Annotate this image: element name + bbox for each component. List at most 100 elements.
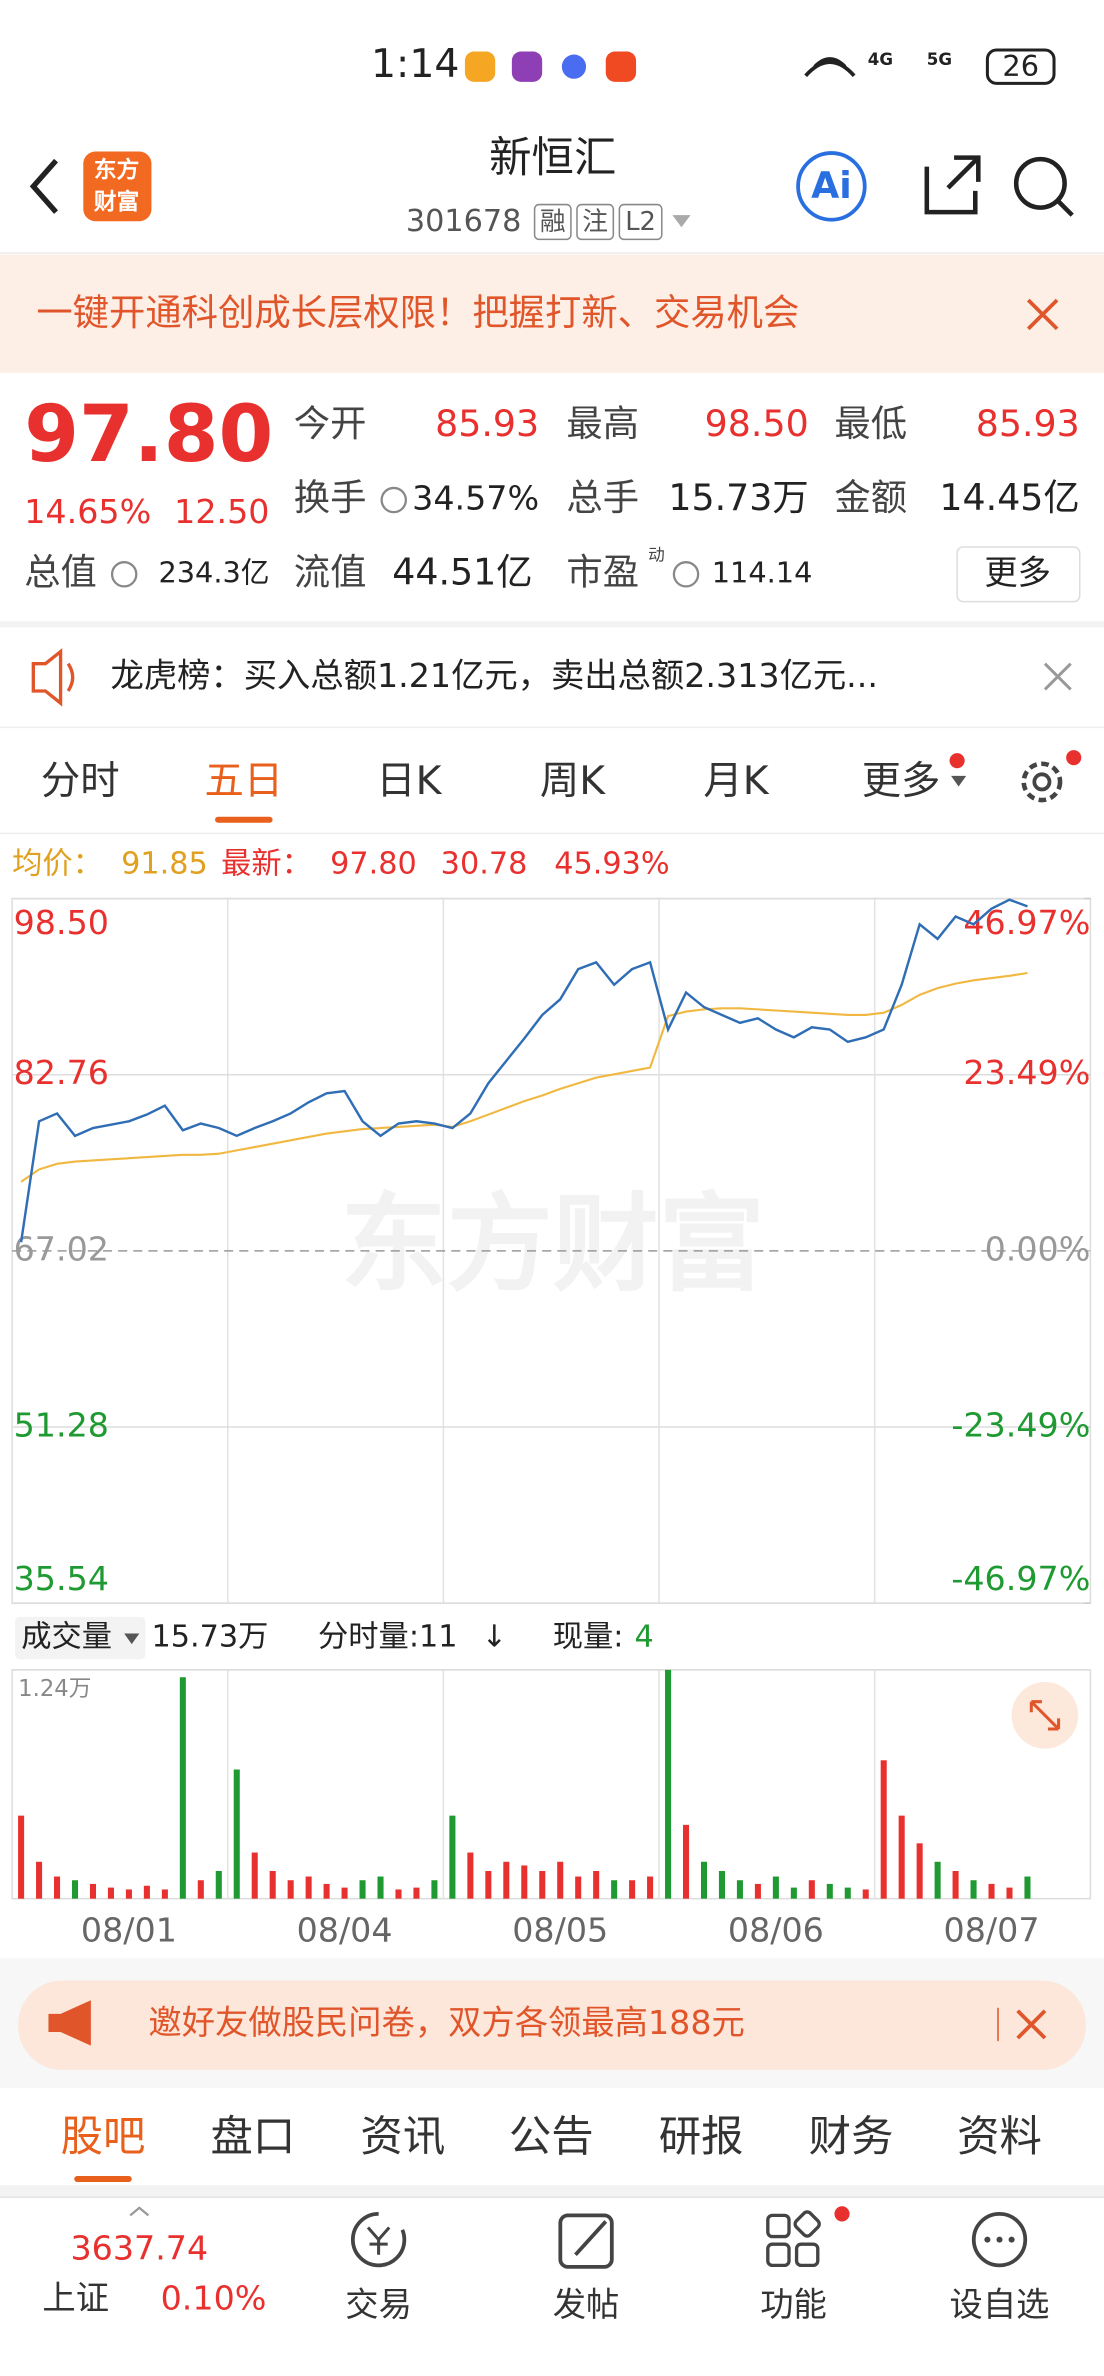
period-tab[interactable]: 五日 [204,758,283,804]
x-tick-label: 08/04 [297,1911,393,1950]
pe-mark: 动 [648,546,665,565]
banner-text[interactable]: 一键开通科创成长层权限！把握打新、交易机会 [36,291,799,334]
post-icon[interactable] [558,2213,614,2269]
close-button[interactable] [1043,662,1072,691]
more-button[interactable] [956,546,1081,603]
change-amount: 12.50 [174,492,269,531]
logo [83,151,152,222]
period-tab[interactable]: 更多 [862,758,941,804]
nav-item[interactable]: 功能 [760,2285,827,2324]
quote-value: 14.45亿 [939,476,1079,519]
volume-bar [682,1824,690,1899]
volume-bar [539,1870,546,1899]
badge [949,753,965,769]
volume-bar [970,1880,977,1899]
legend-value: 30.78 [441,847,528,882]
period-tab[interactable]: 日K [376,758,442,804]
search-button [1056,199,1074,217]
network-label: 4G [868,50,893,69]
volume-bar [161,1889,168,1899]
price-line [20,971,1028,1183]
index-name: 上证 [42,2279,109,2318]
info-icon[interactable] [380,486,407,514]
function-icon[interactable] [766,2213,791,2239]
volume-bar [89,1883,97,1899]
volume-bar [359,1880,366,1899]
nav-item[interactable]: 设自选 [950,2285,1050,2324]
quote-value: 15.73万 [668,476,808,519]
volume-label[interactable]: 成交量 [21,1620,112,1655]
y2-tick-label: 23.49% [963,1053,1090,1092]
section-tab[interactable]: 财务 [809,2113,894,2162]
ai-button[interactable] [796,151,867,222]
share-button[interactable] [924,155,981,215]
period-volume: 分时量:11 [318,1620,458,1655]
period-tab[interactable]: 月K [703,758,769,804]
status-time: 1:14 [371,41,459,87]
quote-label: 流值 [294,550,367,593]
back-button[interactable] [29,158,59,214]
promo-text[interactable]: 邀好友做股民问卷，双方各领最高188元 [148,2003,744,2042]
volume-bar [521,1865,528,1899]
banner[interactable] [0,254,1104,373]
quote-value: 85.93 [976,402,1080,445]
search-button[interactable] [1013,156,1067,210]
volume-bar [611,1880,618,1899]
volume-bar [862,1889,869,1899]
badge [1066,750,1082,766]
info-icon[interactable] [110,561,138,588]
quote-label: 今开 [294,402,367,445]
quote-label: 金额 [834,476,907,519]
section-tab[interactable]: 盘口 [211,2113,296,2162]
index-value[interactable]: 3637.74 [70,2229,208,2268]
volume-bar [215,1870,222,1899]
section-tab[interactable]: 股吧 [61,2113,146,2162]
quote-label: 总值 [24,550,97,593]
legend-name: 均价： [12,847,103,882]
current-volume-value: 4 [635,1620,654,1655]
nav-item[interactable]: 发帖 [553,2285,620,2324]
quote-label: 最低 [834,402,907,445]
x-tick-label: 08/01 [81,1911,177,1950]
index-change: 0.10% [161,2279,267,2318]
promo-banner[interactable] [18,1980,1086,2070]
stock-tag [576,203,615,241]
ai-button-text[interactable]: Ai [811,164,852,207]
volume-bar [449,1815,456,1899]
volume-bar [467,1852,474,1899]
info-icon[interactable] [672,561,700,588]
sort-arrow[interactable]: ↓ [482,1620,507,1655]
section-tab[interactable]: 研报 [659,2113,744,2162]
stock-tag [618,203,663,241]
change-percent: 14.65% [24,492,151,531]
volume-selector[interactable] [15,1616,146,1660]
quote-label: 换手 [294,476,367,519]
notice-text[interactable]: 龙虎榜：买入总额1.21亿元，卖出总额2.313亿元... [111,656,878,695]
section-tab[interactable]: 资料 [957,2113,1042,2162]
wifi-icon [804,57,856,78]
watchlist-icon[interactable] [971,2211,1028,2268]
dropdown-icon[interactable] [672,215,691,228]
divider [0,2185,1104,2198]
expand-caret[interactable] [129,2206,150,2217]
close-button[interactable] [1016,2009,1047,2040]
period-tab[interactable]: 分时 [41,758,120,804]
more-button-text[interactable]: 更多 [984,553,1051,592]
volume-tick-label: 1.24万 [18,1676,91,1702]
volume-bar [71,1880,79,1899]
period-tab[interactable]: 周K [540,758,606,804]
function-icon [793,2210,821,2238]
y2-tick-label: 0.00% [985,1229,1091,1268]
section-tab[interactable]: 资讯 [360,2113,445,2162]
nav-item[interactable]: 交易 [345,2285,412,2324]
settings-button[interactable] [1021,761,1063,803]
trade-icon[interactable] [350,2211,407,2268]
legend-value: 91.85 [121,847,208,882]
dropdown-icon[interactable] [951,775,967,787]
volume-bar [880,1760,887,1899]
close-button[interactable] [1026,298,1059,331]
function-icon [766,2242,791,2268]
dropdown-icon [124,1633,140,1645]
section-tab[interactable]: 公告 [509,2113,594,2162]
y-tick-label: 82.76 [14,1053,109,1092]
